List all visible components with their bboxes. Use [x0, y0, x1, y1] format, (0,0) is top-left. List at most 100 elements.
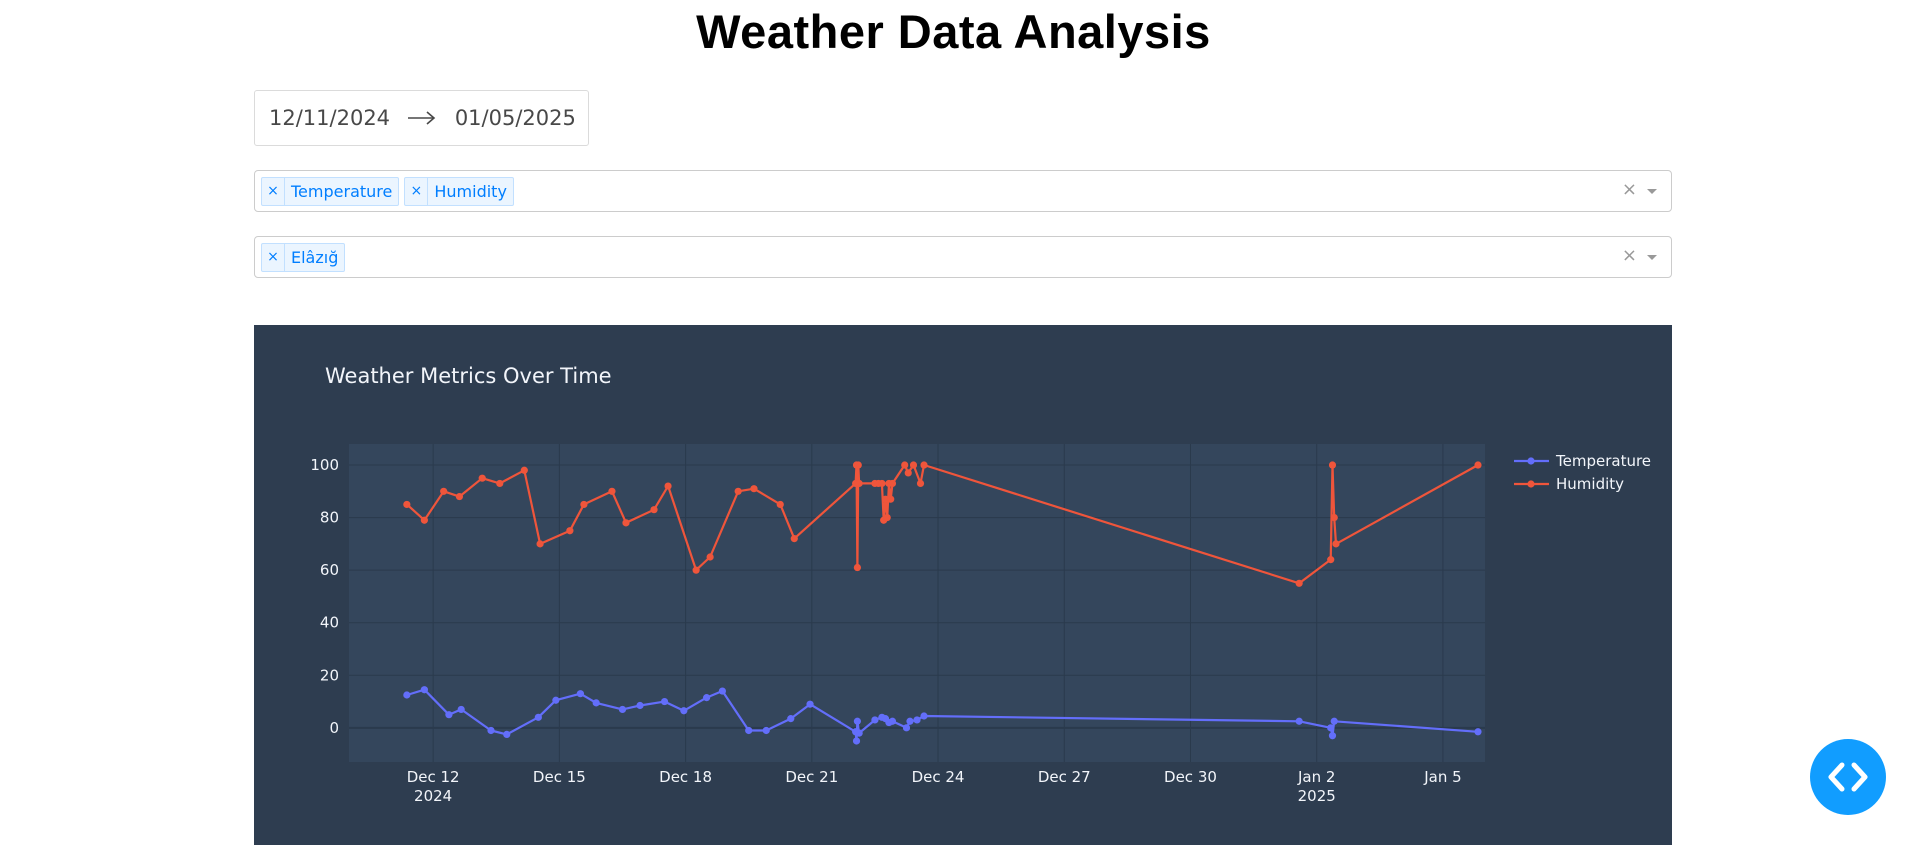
humidity-point [403, 500, 411, 509]
humidity-point [622, 519, 630, 527]
debug-code-button[interactable] [1810, 739, 1886, 815]
humidity-point [520, 466, 528, 474]
humidity-point [608, 487, 616, 495]
legend-item-humidity: Humidity [1514, 475, 1624, 493]
metrics-dropdown[interactable]: × Temperature × Humidity × [254, 170, 1672, 212]
humidity-point [878, 479, 886, 488]
humidity-point [580, 500, 588, 509]
city-tag-label: Elâzığ [291, 247, 339, 267]
humidity-point [853, 563, 861, 572]
chart-title: Weather Metrics Over Time [325, 364, 612, 388]
weather-chart[interactable]: 0 20 40 60 80 100 Dec 12 2024 Dec 15 Dec 18 Dec 21… [254, 325, 1672, 845]
temperature-point [576, 690, 585, 698]
temperature-point [906, 717, 914, 725]
y-tick-label: 100 [310, 456, 339, 474]
chevron-down-icon[interactable] [1647, 189, 1657, 194]
x-tick-label: Dec 15 [533, 768, 586, 786]
humidity-point [909, 461, 918, 469]
temperature-point [1295, 717, 1303, 725]
temperature-point [855, 729, 863, 737]
humidity-point [916, 479, 925, 488]
clear-metrics-icon[interactable]: × [1621, 179, 1637, 200]
temperature-point [1330, 717, 1338, 725]
temperature-point [902, 724, 911, 732]
x-tick-label: Dec 24 [912, 768, 965, 786]
plot-area [349, 444, 1485, 762]
page-title: Weather Data Analysis [696, 5, 1211, 58]
date-range-picker[interactable]: 12/11/2024 01/05/2025 [254, 90, 589, 146]
y-tick-label: 0 [329, 719, 339, 737]
temperature-point [1328, 732, 1337, 740]
humidity-point [920, 461, 928, 469]
humidity-point [650, 506, 658, 514]
temperature-point [552, 696, 560, 704]
temperature-point [660, 697, 669, 706]
humidity-point [1295, 579, 1303, 587]
y-tick-label: 60 [320, 561, 339, 579]
temperature-point [457, 705, 465, 714]
temperature-point [852, 737, 861, 745]
humidity-point [901, 461, 909, 469]
x-tick-label: Dec 18 [659, 768, 712, 786]
remove-temperature-icon[interactable]: × [262, 177, 285, 205]
humidity-point [692, 566, 700, 574]
humidity-point [440, 487, 448, 495]
temperature-point [920, 712, 928, 720]
humidity-point [790, 535, 798, 543]
city-dropdown[interactable]: × Elâzığ × [254, 236, 1672, 278]
humidity-point [888, 479, 897, 488]
humidity-point [566, 527, 574, 535]
humidity-point [904, 469, 912, 477]
x-tick-label: Jan 2 [1297, 768, 1335, 786]
temperature-point [762, 726, 770, 735]
x-tick-label: Jan 5 [1423, 768, 1461, 786]
remove-city-icon[interactable]: × [262, 243, 285, 271]
humidity-point [855, 479, 863, 488]
metric-tag-humidity: × Humidity [404, 176, 514, 206]
temperature-point [592, 699, 600, 707]
temperature-point [806, 700, 814, 708]
temperature-point [680, 707, 688, 715]
x-tick-label: Dec 30 [1164, 768, 1217, 786]
metric-tag-temperature: × Temperature [261, 176, 400, 206]
legend-label: Humidity [1556, 475, 1624, 493]
temperature-point [1327, 724, 1335, 732]
temperature-point [403, 691, 411, 699]
humidity-point [1474, 461, 1482, 469]
humidity-point [854, 461, 862, 469]
temperature-point [745, 726, 753, 735]
legend-marker [1527, 480, 1535, 488]
temperature-point [853, 717, 861, 725]
temperature-point [703, 694, 711, 702]
x-tick-year-label: 2024 [414, 787, 452, 805]
remove-humidity-icon[interactable]: × [405, 177, 429, 205]
temperature-point [420, 686, 428, 694]
code-icon [1828, 762, 1868, 792]
arrow-right-icon [402, 110, 441, 126]
legend-label: Temperature [1555, 452, 1651, 470]
city-tag: × Elâzığ [261, 242, 346, 272]
metric-tag-label: Temperature [291, 181, 393, 201]
humidity-point [734, 487, 742, 495]
humidity-point [883, 513, 891, 522]
legend-item-temperature: Temperature [1514, 452, 1651, 470]
end-date-input[interactable]: 01/05/2025 [454, 106, 576, 130]
start-date-input[interactable]: 12/11/2024 [269, 106, 391, 130]
humidity-point [750, 485, 758, 493]
humidity-point [887, 495, 895, 503]
humidity-point [1332, 540, 1340, 548]
temperature-point [718, 687, 727, 695]
temperature-point [534, 713, 542, 721]
temperature-point [913, 716, 921, 724]
humidity-point [478, 474, 486, 482]
humidity-point [420, 516, 428, 524]
x-tick-label: Dec 27 [1038, 768, 1091, 786]
clear-city-icon[interactable]: × [1621, 245, 1637, 266]
temperature-point [636, 701, 644, 710]
chevron-down-icon[interactable] [1647, 255, 1657, 260]
temperature-point [1474, 728, 1482, 736]
humidity-point [1330, 513, 1338, 522]
humidity-point [776, 500, 784, 509]
legend-marker [1527, 457, 1535, 465]
